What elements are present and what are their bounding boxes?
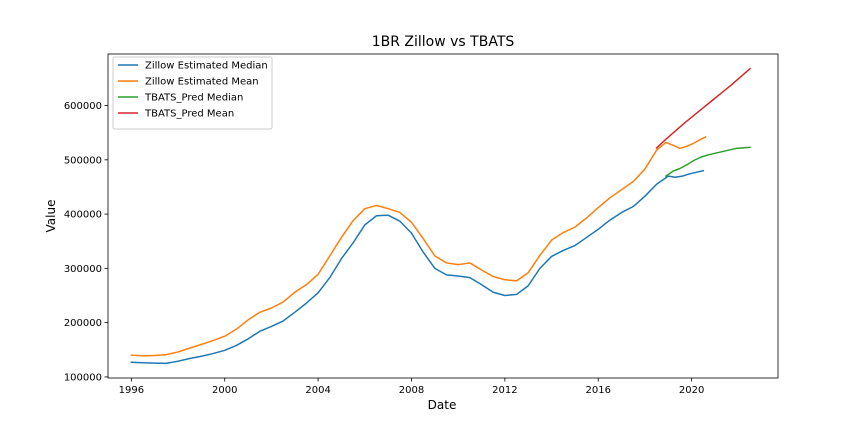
series-line-2	[130, 136, 707, 357]
x-axis-label: Date	[428, 398, 457, 412]
legend-entry-label: TBATS_Pred Mean	[144, 109, 234, 120]
x-tick-label: 2016	[586, 385, 611, 396]
x-tick-label: 2008	[399, 385, 424, 396]
plot-area: 1996 2000 2004 2008 2012 2016 2020 100000 200000…	[64, 53, 779, 396]
x-tick-label: 2020	[679, 385, 704, 396]
y-tick-label: 600000	[64, 101, 102, 112]
y-tick-label: 500000	[64, 155, 102, 166]
x-tick-label: 2004	[305, 385, 330, 396]
series-line-1	[130, 169, 705, 365]
series-line-3	[664, 146, 751, 178]
y-tick-label: 200000	[64, 318, 102, 329]
legend: Zillow Estimated Median Zillow Estimated …	[112, 56, 273, 130]
y-axis-label: Value	[44, 200, 58, 233]
legend-entry-label: TBATS_Pred Median	[144, 93, 243, 104]
legend-box	[112, 56, 273, 130]
series-line-4	[655, 67, 752, 149]
axes-frame	[107, 53, 779, 379]
y-tick-label: 400000	[64, 210, 102, 221]
chart-title: 1BR Zillow vs TBATS	[372, 34, 515, 50]
x-tick-label: 1996	[119, 385, 144, 396]
y-tick-label: 300000	[64, 264, 102, 275]
legend-entry-label: Zillow Estimated Mean	[145, 77, 259, 88]
x-tick-label: 2000	[212, 385, 237, 396]
legend-entry-label: Zillow Estimated Median	[145, 61, 268, 72]
x-tick-label: 2012	[492, 385, 517, 396]
y-tick-label: 100000	[64, 372, 102, 383]
